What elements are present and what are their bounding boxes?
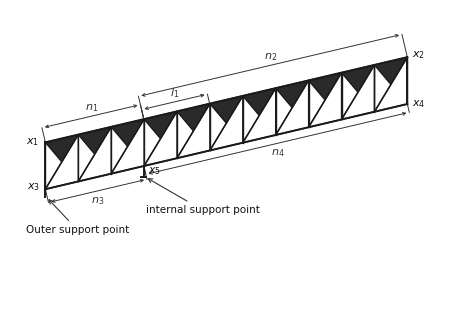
Text: $x_1$: $x_1$	[26, 136, 39, 148]
Polygon shape	[276, 80, 309, 127]
Polygon shape	[243, 88, 276, 135]
Polygon shape	[374, 57, 407, 104]
Text: $x_4$: $x_4$	[412, 98, 426, 110]
Polygon shape	[276, 80, 309, 135]
Polygon shape	[46, 57, 407, 189]
Polygon shape	[46, 135, 78, 182]
Text: Outer support point: Outer support point	[26, 200, 129, 235]
Text: $l_1$: $l_1$	[170, 86, 179, 100]
Polygon shape	[177, 104, 210, 151]
Polygon shape	[309, 73, 342, 127]
Polygon shape	[111, 119, 144, 174]
Polygon shape	[309, 73, 342, 120]
Polygon shape	[144, 111, 177, 166]
Text: $n_3$: $n_3$	[91, 195, 104, 207]
Polygon shape	[374, 57, 407, 112]
Polygon shape	[78, 127, 111, 182]
Polygon shape	[210, 96, 243, 151]
Text: $x_2$: $x_2$	[412, 49, 426, 61]
Polygon shape	[46, 135, 78, 189]
Polygon shape	[177, 104, 210, 158]
Text: $n_2$: $n_2$	[264, 51, 277, 63]
Text: $n_1$: $n_1$	[84, 102, 98, 114]
Polygon shape	[342, 65, 374, 120]
Text: internal support point: internal support point	[146, 179, 260, 215]
Polygon shape	[342, 65, 374, 112]
Text: $x_3$: $x_3$	[27, 181, 40, 193]
Polygon shape	[111, 119, 144, 166]
Polygon shape	[210, 96, 243, 143]
Text: $x_5$: $x_5$	[148, 165, 161, 177]
Polygon shape	[144, 111, 177, 158]
Polygon shape	[78, 127, 111, 174]
Polygon shape	[243, 88, 276, 143]
Text: $n_4$: $n_4$	[271, 148, 284, 159]
